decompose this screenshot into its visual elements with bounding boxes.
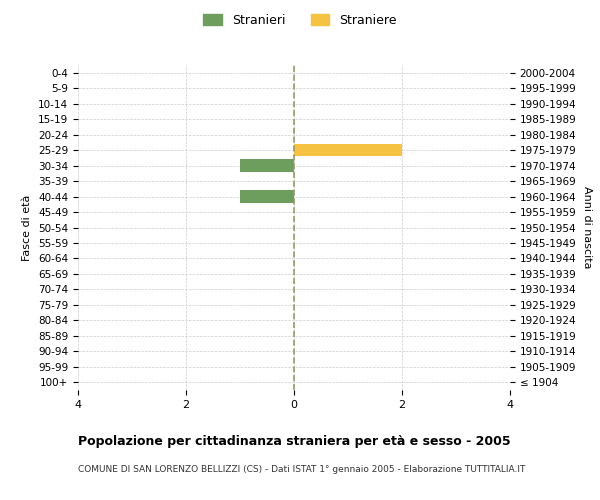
Legend: Stranieri, Straniere: Stranieri, Straniere xyxy=(198,8,402,32)
Y-axis label: Fasce di età: Fasce di età xyxy=(22,194,32,260)
Y-axis label: Anni di nascita: Anni di nascita xyxy=(582,186,592,269)
Bar xyxy=(294,144,402,156)
Bar xyxy=(240,160,294,172)
Bar xyxy=(240,190,294,202)
Text: COMUNE DI SAN LORENZO BELLIZZI (CS) - Dati ISTAT 1° gennaio 2005 - Elaborazione : COMUNE DI SAN LORENZO BELLIZZI (CS) - Da… xyxy=(78,465,526,474)
Text: Popolazione per cittadinanza straniera per età e sesso - 2005: Popolazione per cittadinanza straniera p… xyxy=(78,435,511,448)
